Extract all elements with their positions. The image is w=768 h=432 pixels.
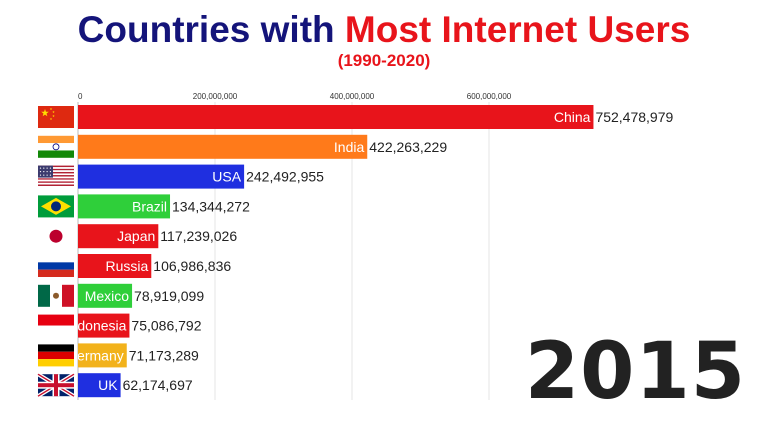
- tick-label: 400,000,000: [330, 92, 375, 101]
- tick-label: 600,000,000: [467, 92, 512, 101]
- title-part1: Countries with: [77, 9, 345, 50]
- usa-flag-icon: [38, 165, 74, 188]
- bar-mexico: [78, 283, 133, 308]
- bar-brazil: [78, 194, 171, 219]
- bar-label-brazil: Brazil: [132, 198, 167, 214]
- value-label-japan: 117,239,026: [160, 228, 237, 244]
- brazil-flag-icon: [38, 195, 74, 218]
- bar-usa: [78, 164, 245, 189]
- indonesia-flag-icon: [38, 314, 74, 337]
- bar-label-russia: Russia: [105, 258, 148, 274]
- bar-label-japan: Japan: [117, 228, 155, 244]
- chart-subtitle: (1990-2020): [337, 51, 431, 70]
- value-label-india: 422,263,229: [369, 139, 447, 155]
- bar-label-usa: USA: [212, 169, 241, 185]
- bar-india: [78, 134, 368, 159]
- germany-flag-icon: [38, 344, 74, 367]
- india-flag-icon: [38, 135, 74, 158]
- bar-uk: [78, 373, 121, 398]
- bar-china: [78, 105, 594, 129]
- japan-flag-icon: [38, 225, 74, 248]
- china-flag-icon: [38, 106, 74, 128]
- year-label: 2015: [524, 327, 746, 417]
- title-part2: Most Internet Users: [344, 9, 691, 50]
- bar-label-mexico: Mexico: [85, 288, 130, 304]
- value-label-russia: 106,986,836: [153, 258, 231, 274]
- bar-russia: [78, 254, 152, 278]
- bar-label-uk: UK: [98, 377, 118, 393]
- value-label-indonesia: 75,086,792: [131, 318, 201, 334]
- bar-germany: [78, 343, 127, 368]
- value-label-germany: 71,173,289: [129, 347, 199, 363]
- value-label-usa: 242,492,955: [246, 169, 324, 185]
- tick-label: 200,000,000: [193, 92, 238, 101]
- bar-label-indonesia: Indonesia: [66, 318, 127, 334]
- tick-label: 0: [78, 92, 83, 101]
- bar-label-china: China: [554, 109, 591, 125]
- chart-title: Countries with Most Internet Users: [0, 8, 768, 52]
- bar-japan: [78, 224, 159, 249]
- value-label-mexico: 78,919,099: [134, 288, 204, 304]
- value-label-uk: 62,174,697: [123, 377, 193, 393]
- bar-indonesia: [78, 313, 130, 338]
- value-label-china: 752,478,979: [595, 109, 673, 125]
- mexico-flag-icon: [38, 284, 74, 307]
- bar-label-germany: Germany: [66, 347, 124, 363]
- uk-flag-icon: [36, 372, 76, 398]
- bar-label-india: India: [334, 139, 365, 155]
- russia-flag-icon: [38, 255, 74, 277]
- value-label-brazil: 134,344,272: [172, 198, 250, 214]
